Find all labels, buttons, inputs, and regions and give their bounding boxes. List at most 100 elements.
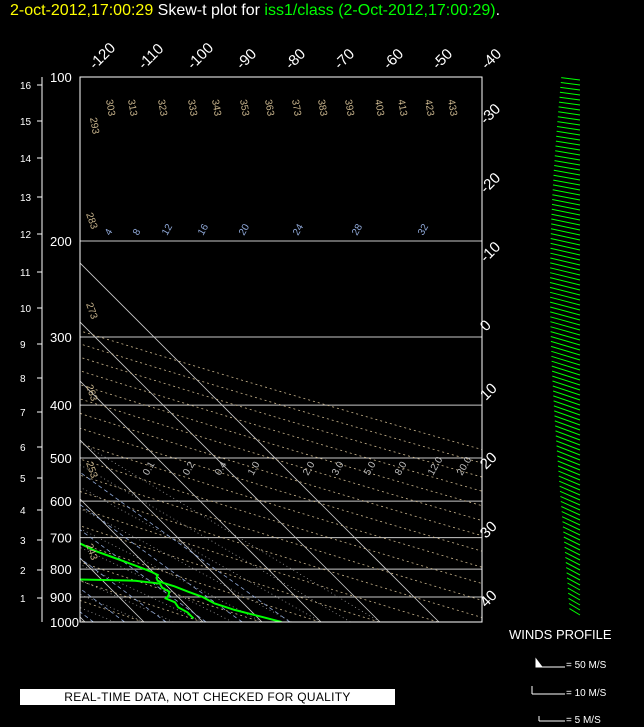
dry-adiabat-label-343: 343	[209, 99, 223, 118]
wind-barb	[563, 531, 581, 541]
wind-key-5-symbol	[538, 716, 565, 722]
wind-barb	[565, 567, 581, 576]
wind-barb	[556, 130, 581, 136]
wind-barb	[556, 450, 581, 461]
height-label-9: 9	[20, 340, 26, 351]
wind-barb	[560, 500, 581, 511]
wind-barb	[555, 435, 581, 446]
wind-barb	[550, 336, 581, 346]
pressure-label-200: 200	[50, 234, 72, 249]
wind-barb	[555, 145, 581, 151]
wind-barb	[555, 425, 581, 436]
wind-barb	[564, 546, 581, 556]
height-label-6: 6	[20, 443, 26, 454]
wind-barb	[568, 603, 581, 611]
wind-barb	[558, 106, 581, 111]
wind-barb	[560, 86, 581, 91]
mixing-ratio-label-32: 32	[416, 222, 431, 238]
dry-adiabat-label-313: 313	[125, 99, 139, 118]
mixing-ratio-label-12: 12	[160, 222, 175, 238]
wind-barb	[569, 608, 581, 616]
wind-barb	[557, 455, 581, 466]
wind-barb	[555, 140, 581, 146]
wind-barb	[549, 296, 581, 306]
isotherm-top-label--80: -80	[282, 45, 309, 72]
wind-barb	[550, 238, 581, 246]
dry-adiabat-label-393: 393	[342, 99, 356, 118]
wind-barb	[550, 316, 581, 326]
wind-barb	[560, 495, 581, 506]
wind-barb	[553, 400, 581, 411]
mixing-ratio-8	[80, 529, 207, 622]
wind-barb	[558, 101, 581, 106]
dry-adiabat-343	[80, 474, 482, 601]
moist-adiabat-35	[80, 464, 351, 622]
wind-barb	[552, 380, 581, 391]
height-label-4: 4	[20, 506, 26, 517]
moist-adiabat-30	[80, 486, 322, 622]
dry-adiabat-label-353: 353	[237, 99, 251, 118]
wind-barb	[555, 430, 581, 441]
quality-disclaimer: REAL-TIME DATA, NOT CHECKED FOR QUALITY	[20, 689, 395, 705]
wind-barb	[551, 218, 581, 226]
wind-barb	[553, 169, 581, 176]
wind-barb	[551, 360, 581, 371]
dry-adiabat-label-333: 333	[185, 99, 199, 118]
pressure-label-1000: 1000	[50, 615, 79, 630]
wind-barb	[553, 405, 581, 416]
wind-barb	[550, 345, 581, 356]
wind-barb	[551, 208, 581, 216]
saturation-label-0.1: 0.1	[141, 460, 158, 478]
moist-adiabat-10	[80, 564, 204, 622]
wind-barb	[550, 233, 581, 241]
isotherm-top-label--60: -60	[380, 45, 407, 72]
wind-barb	[551, 350, 581, 361]
wind-barb	[550, 321, 581, 331]
isotherm-30	[80, 380, 322, 622]
dry-adiabat-323	[80, 507, 439, 622]
dry-adiabat-423	[80, 356, 482, 478]
pressure-label-100: 100	[50, 70, 72, 85]
isotherm-right-label-0: 0	[477, 317, 495, 335]
height-label-2: 2	[20, 566, 26, 577]
wind-barb	[549, 267, 581, 276]
height-label-1: 1	[20, 594, 26, 605]
wind-key-10-symbol	[531, 686, 565, 695]
dry-adiabat-393	[80, 398, 482, 521]
wind-barb	[550, 262, 581, 271]
wind-barb	[553, 395, 581, 406]
isotherm-top-label--100: -100	[184, 40, 217, 73]
isotherm-right-label--10: -10	[477, 238, 504, 265]
title-label: Skew-t plot for	[157, 2, 260, 19]
wind-barb	[561, 77, 581, 81]
title-station: iss1/class (2-Oct-2012,17:00:29)	[264, 2, 496, 19]
mixing-ratio-label-28: 28	[350, 222, 365, 238]
dry-adiabat-label-433: 433	[445, 99, 459, 118]
height-label-3: 3	[20, 536, 26, 547]
isotherm-10	[80, 498, 204, 622]
saturation-label-3.0: 3.0	[330, 460, 347, 478]
dry-adiabat-413	[80, 370, 482, 492]
height-label-5: 5	[20, 474, 26, 485]
wind-key-50-symbol	[535, 657, 565, 668]
wind-key-5: = 5 M/S	[566, 715, 601, 726]
isotherm-right-label-10: 10	[477, 380, 501, 404]
height-label-10: 10	[20, 304, 32, 315]
wind-barb	[550, 306, 581, 316]
wind-barb	[567, 592, 581, 601]
wind-barb	[550, 252, 581, 261]
dry-adiabat-363	[80, 443, 482, 568]
mixing-ratio-2	[80, 611, 94, 622]
saturation-label-1.0: 1.0	[246, 460, 263, 478]
title-date: 2-oct-2012,17:00:29	[10, 2, 154, 19]
plot-area	[80, 77, 482, 622]
dry-adiabat-303	[80, 543, 321, 622]
isotherm-20	[80, 439, 263, 622]
isotherm-right-label--20: -20	[477, 169, 504, 196]
dry-adiabat-label-413: 413	[395, 99, 409, 118]
wind-barb	[557, 116, 581, 121]
height-label-8: 8	[20, 374, 26, 385]
wind-barb	[559, 480, 581, 491]
wind-barb	[555, 150, 581, 156]
wind-barb	[550, 311, 581, 321]
